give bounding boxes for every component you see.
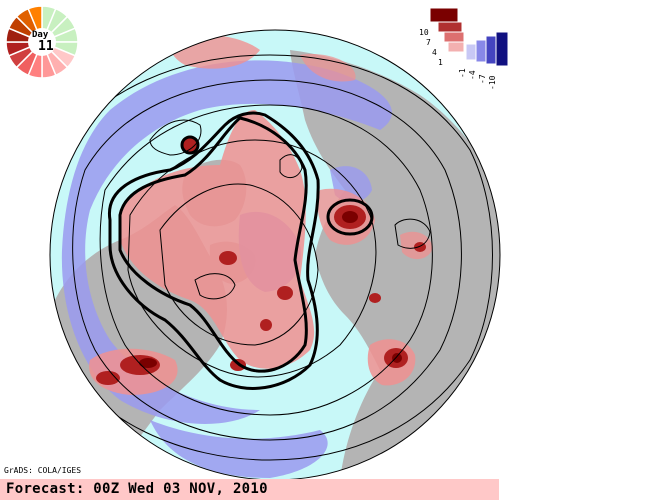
- colorbar-swatch: [443, 31, 465, 43]
- colorbar-swatch: [485, 35, 497, 65]
- colorbar-label: -1: [458, 68, 467, 78]
- positive-anomaly-main: [120, 110, 315, 369]
- colorbar: [429, 7, 509, 67]
- colorbar-label: -7: [478, 74, 487, 84]
- credit-text: GrADS: COLA/IGES: [4, 466, 82, 475]
- colorbar-swatch: [429, 7, 459, 23]
- day-center: [28, 28, 56, 56]
- colorbar-swatch: [495, 31, 509, 67]
- colorbar-swatch: [447, 41, 465, 53]
- land-eurasia: [290, 50, 500, 480]
- colorbar-label: -4: [468, 70, 477, 80]
- colorbar-label: 10: [419, 28, 429, 37]
- forecast-text: Forecast: 00Z Wed 03 NOV, 2010: [6, 481, 268, 497]
- negative-anomaly-south: [150, 420, 328, 478]
- colorbar-swatch: [475, 39, 487, 63]
- day-label: Day: [32, 30, 49, 40]
- forecast-bar: Forecast: 00Z Wed 03 NOV, 2010: [0, 479, 499, 500]
- colorbar-swatch: [465, 43, 477, 61]
- colorbar-label: 1: [438, 58, 443, 67]
- positive-anomaly-ne: [300, 54, 356, 82]
- day-wheel: [5, 5, 79, 79]
- colorbar-swatch: [437, 21, 463, 33]
- colorbar-label: -10: [488, 75, 497, 90]
- thick-contours: [108, 111, 374, 390]
- day-number: 11: [38, 39, 54, 54]
- colorbar-label: 7: [426, 38, 431, 47]
- map-layers: [50, 34, 500, 480]
- colorbar-label: 4: [432, 48, 437, 57]
- extreme-anomaly-cores: [139, 211, 402, 368]
